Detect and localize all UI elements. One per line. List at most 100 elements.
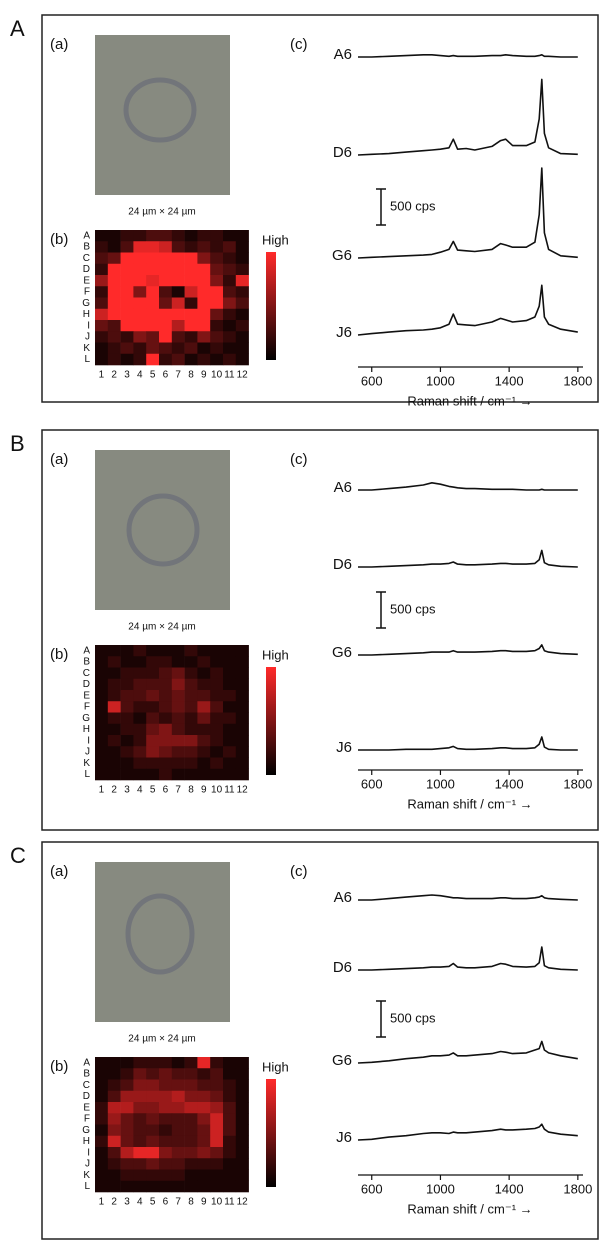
map-cell <box>210 230 224 242</box>
map-cell <box>223 723 237 736</box>
row-label: K <box>83 343 90 354</box>
map-cell <box>120 1180 134 1193</box>
panel-frame <box>41 14 599 403</box>
map-cell <box>133 735 147 747</box>
map-cell <box>159 1124 173 1137</box>
map-cell <box>159 230 173 242</box>
map-cell <box>95 1124 109 1137</box>
row-label: I <box>87 735 90 746</box>
map-cell <box>133 656 147 668</box>
map-cell <box>133 230 147 242</box>
map-cell <box>171 712 185 725</box>
map-cell <box>107 230 121 242</box>
map-cell <box>95 286 109 298</box>
map-cell <box>171 690 185 702</box>
map-cell <box>197 1102 211 1114</box>
map-cell <box>223 252 237 265</box>
x-tick-label: 1000 <box>426 776 455 791</box>
map-cell <box>120 1113 134 1125</box>
map-cell <box>133 252 147 265</box>
map-cell <box>120 757 134 770</box>
column-label: 10 <box>211 785 223 796</box>
map-cell <box>133 667 147 680</box>
map-cell <box>95 1113 109 1125</box>
colorbar <box>266 667 276 775</box>
map-cell <box>210 757 224 770</box>
map-cell <box>107 308 121 321</box>
map-cell <box>107 241 121 253</box>
map-cell <box>146 297 160 310</box>
row-label: H <box>83 309 90 320</box>
subpanel-label: (b) <box>50 646 68 663</box>
series-label: D6 <box>333 959 352 976</box>
map-cell <box>95 678 109 691</box>
map-cell <box>171 735 185 747</box>
map-cell <box>107 1068 121 1080</box>
x-tick-label: 1000 <box>426 373 455 388</box>
map-cell <box>95 1090 109 1103</box>
map-cell <box>146 1124 160 1137</box>
map-cell <box>159 1135 173 1148</box>
map-cell <box>235 1057 249 1069</box>
map-cell <box>95 297 109 310</box>
map-cell <box>184 1124 198 1137</box>
map-cell <box>197 1057 211 1069</box>
map-cell <box>223 712 237 725</box>
map-cell <box>171 275 185 287</box>
column-label: 10 <box>211 370 223 381</box>
map-cell <box>210 241 224 253</box>
map-cell <box>210 1180 224 1193</box>
map-cell <box>171 1180 185 1193</box>
spectrum-line <box>357 284 578 336</box>
map-cell <box>184 723 198 736</box>
map-cell <box>223 690 237 702</box>
map-cell <box>107 342 121 355</box>
colorbar-label: High <box>262 1059 289 1074</box>
map-cell <box>223 1113 237 1125</box>
map-cell <box>159 1180 173 1193</box>
ring-deposit <box>125 893 195 975</box>
map-cell <box>171 656 185 668</box>
map-cell <box>107 723 121 736</box>
map-cell <box>159 1057 173 1069</box>
map-cell <box>223 768 237 781</box>
map-cell <box>107 1180 121 1193</box>
row-label: L <box>84 769 90 780</box>
map-cell <box>171 320 185 332</box>
map-cell <box>171 230 185 242</box>
map-cell <box>107 320 121 332</box>
map-cell <box>146 1180 160 1193</box>
map-cell <box>133 308 147 321</box>
map-cell <box>107 252 121 265</box>
map-cell <box>120 690 134 702</box>
map-cell <box>107 1135 121 1148</box>
map-cell <box>133 690 147 702</box>
map-cell <box>197 252 211 265</box>
map-cell <box>120 320 134 332</box>
map-cell <box>210 252 224 265</box>
map-cell <box>95 1102 109 1114</box>
map-cell <box>133 1090 147 1103</box>
row-label: D <box>83 679 90 690</box>
map-cell <box>159 297 173 310</box>
map-cell <box>197 1124 211 1137</box>
colorbar <box>266 1079 276 1187</box>
map-cell <box>210 297 224 310</box>
map-cell <box>146 1057 160 1069</box>
row-label: A <box>83 230 90 241</box>
map-cell <box>159 331 173 343</box>
map-cell <box>197 275 211 287</box>
map-cell <box>95 353 109 366</box>
x-tick-label: 1800 <box>563 776 592 791</box>
map-cell <box>95 712 109 725</box>
map-cell <box>133 723 147 736</box>
map-cell <box>146 701 160 713</box>
spectrum-line <box>358 54 578 58</box>
map-cell <box>197 1113 211 1125</box>
map-cell <box>146 286 160 298</box>
map-cell <box>184 331 198 343</box>
map-cell <box>235 1180 249 1193</box>
map-cell <box>235 241 249 253</box>
map-cell <box>133 331 147 343</box>
scale-bar-label: 500 cps <box>390 601 436 616</box>
